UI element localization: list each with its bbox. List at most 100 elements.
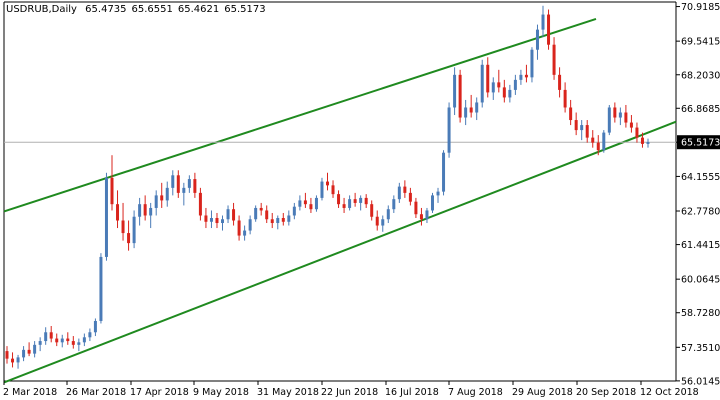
candle[interactable] xyxy=(624,104,628,128)
price-axis[interactable]: 70.9185 69.5415 68.2030 66.8685 65.5173 64.15… xyxy=(676,2,720,387)
candle[interactable] xyxy=(502,79,506,103)
candle[interactable] xyxy=(359,195,363,211)
candle[interactable] xyxy=(320,177,324,201)
candle[interactable] xyxy=(640,132,644,148)
candle[interactable] xyxy=(364,194,368,208)
candle[interactable] xyxy=(475,97,479,121)
candle[interactable] xyxy=(259,202,263,216)
candle[interactable] xyxy=(524,64,528,83)
candle[interactable] xyxy=(337,190,341,208)
candle[interactable] xyxy=(375,210,379,231)
candle[interactable] xyxy=(442,150,446,196)
candle[interactable] xyxy=(497,69,501,93)
candle[interactable] xyxy=(171,170,175,196)
candle[interactable] xyxy=(232,202,236,226)
candle[interactable] xyxy=(143,195,147,221)
candle[interactable] xyxy=(574,112,578,136)
candle[interactable] xyxy=(613,102,617,123)
candle[interactable] xyxy=(287,210,291,226)
candle[interactable] xyxy=(618,107,622,126)
candle[interactable] xyxy=(11,352,15,368)
candle[interactable] xyxy=(198,187,202,221)
channel-line-upper[interactable] xyxy=(3,17,597,213)
candle[interactable] xyxy=(486,57,490,98)
candle[interactable] xyxy=(591,130,595,148)
candle[interactable] xyxy=(254,205,258,222)
channel-lines[interactable] xyxy=(3,17,677,384)
candle[interactable] xyxy=(82,333,86,347)
candle[interactable] xyxy=(508,84,512,103)
candle[interactable] xyxy=(635,122,639,143)
candle[interactable] xyxy=(331,180,335,198)
candle[interactable] xyxy=(303,192,307,208)
candle[interactable] xyxy=(22,346,26,362)
candle[interactable] xyxy=(408,187,412,206)
candle[interactable] xyxy=(138,197,142,226)
candle[interactable] xyxy=(513,74,517,95)
candle[interactable] xyxy=(66,332,70,345)
candle[interactable] xyxy=(71,336,75,349)
channel-line-lower[interactable] xyxy=(3,120,677,384)
candle[interactable] xyxy=(176,170,180,198)
time-axis[interactable]: 2 Mar 2018 26 Mar 2018 17 Apr 2018 9 May 20… xyxy=(3,381,699,398)
candle[interactable] xyxy=(403,180,407,198)
candle[interactable] xyxy=(447,102,451,158)
candle[interactable] xyxy=(99,253,103,324)
candle[interactable] xyxy=(49,325,53,343)
candle[interactable] xyxy=(392,195,396,213)
candle[interactable] xyxy=(243,225,247,241)
candle[interactable] xyxy=(309,197,313,213)
candle[interactable] xyxy=(270,212,274,229)
candle[interactable] xyxy=(480,59,484,108)
candle[interactable] xyxy=(298,195,302,211)
candle[interactable] xyxy=(104,172,108,261)
candle[interactable] xyxy=(16,354,20,369)
candle[interactable] xyxy=(558,67,562,98)
candle[interactable] xyxy=(160,182,164,208)
candle[interactable] xyxy=(77,338,81,352)
candle[interactable] xyxy=(38,337,42,352)
candle[interactable] xyxy=(342,197,346,213)
candle[interactable] xyxy=(535,24,539,60)
candle[interactable] xyxy=(602,130,606,153)
candle[interactable] xyxy=(33,341,37,358)
candle[interactable] xyxy=(397,182,401,203)
candle[interactable] xyxy=(552,37,556,80)
candle[interactable] xyxy=(469,94,473,118)
candle[interactable] xyxy=(353,192,357,207)
candle[interactable] xyxy=(425,207,429,224)
candle[interactable] xyxy=(607,104,611,136)
candle[interactable] xyxy=(193,172,197,198)
candle[interactable] xyxy=(248,215,252,235)
candle[interactable] xyxy=(569,99,573,126)
candle[interactable] xyxy=(436,187,440,203)
candle[interactable] xyxy=(563,82,567,113)
candle[interactable] xyxy=(314,195,318,212)
candle[interactable] xyxy=(629,115,633,133)
candle[interactable] xyxy=(381,215,385,232)
candle[interactable] xyxy=(27,342,31,357)
candle[interactable] xyxy=(370,200,374,221)
candle[interactable] xyxy=(281,212,285,226)
candle[interactable] xyxy=(149,202,153,229)
candle[interactable] xyxy=(547,9,551,50)
candle[interactable] xyxy=(5,346,9,364)
candle[interactable] xyxy=(430,192,434,213)
candle[interactable] xyxy=(237,215,241,241)
candle[interactable] xyxy=(646,138,650,148)
candle[interactable] xyxy=(60,334,64,348)
candle[interactable] xyxy=(491,77,495,100)
candle[interactable] xyxy=(221,215,225,231)
candle[interactable] xyxy=(541,5,545,38)
candle[interactable] xyxy=(204,207,208,229)
candle[interactable] xyxy=(93,318,97,337)
candle[interactable] xyxy=(596,135,600,156)
candle[interactable] xyxy=(464,99,468,126)
candle[interactable] xyxy=(132,210,136,249)
candle[interactable] xyxy=(215,212,219,229)
candle[interactable] xyxy=(110,155,114,211)
candle[interactable] xyxy=(127,220,131,251)
candle[interactable] xyxy=(519,69,523,85)
candle[interactable] xyxy=(209,210,213,229)
